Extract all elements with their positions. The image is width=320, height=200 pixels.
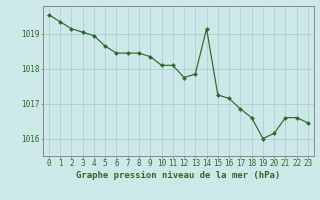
- X-axis label: Graphe pression niveau de la mer (hPa): Graphe pression niveau de la mer (hPa): [76, 171, 281, 180]
